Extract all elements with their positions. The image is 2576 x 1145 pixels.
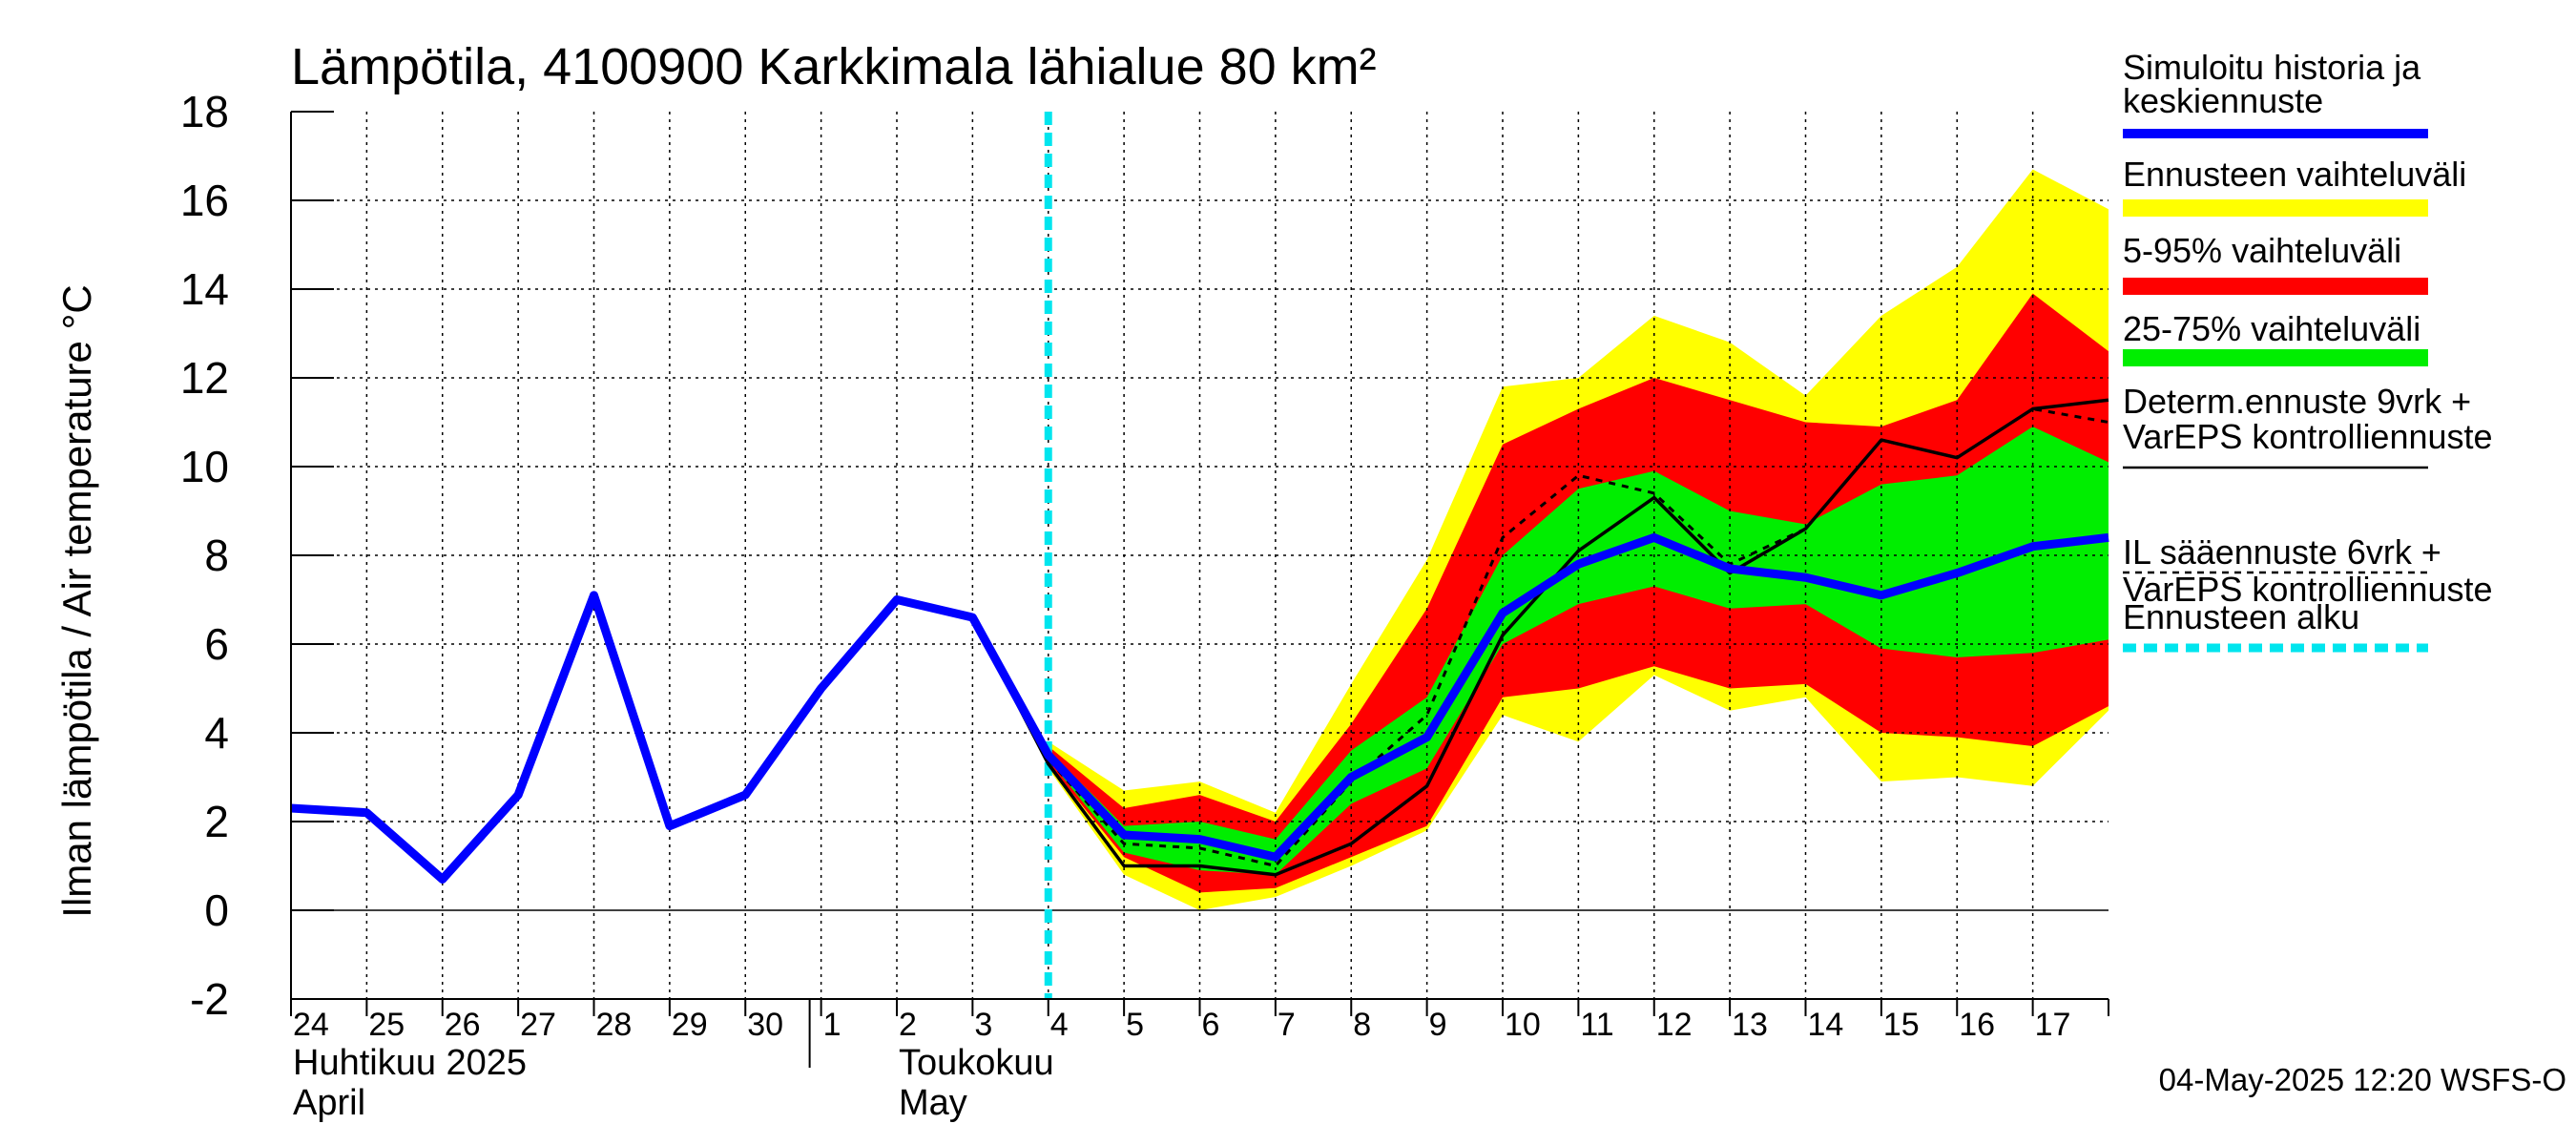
x-day-label: 30	[747, 1007, 783, 1043]
legend-label: IL sääennuste 6vrk +	[2123, 532, 2441, 572]
y-tick-label: 8	[204, 531, 229, 580]
x-month-label: Toukokuu	[899, 1043, 1054, 1083]
legend-label: 5-95% vaihteluväli	[2123, 231, 2401, 270]
x-day-label: 17	[2035, 1007, 2071, 1043]
x-day-label: 14	[1808, 1007, 1844, 1043]
x-day-label: 9	[1429, 1007, 1447, 1043]
series-lines	[290, 112, 2109, 999]
x-day-label: 15	[1883, 1007, 1920, 1043]
y-tick-label: 12	[180, 353, 229, 403]
x-day-label: 2	[899, 1007, 917, 1043]
x-month-label: Huhtikuu 2025	[293, 1043, 527, 1083]
y-tick-label: 0	[204, 885, 229, 935]
x-day-label: 10	[1505, 1007, 1541, 1043]
legend-label-line2: VarEPS kontrolliennuste	[2123, 417, 2493, 456]
band-25-75-vaihteluv-li	[1048, 427, 2109, 875]
x-day-label: 25	[368, 1007, 405, 1043]
x-day-label: 28	[596, 1007, 633, 1043]
x-day-label: 27	[520, 1007, 556, 1043]
x-day-label: 4	[1050, 1007, 1069, 1043]
x-day-label: 11	[1580, 1007, 1613, 1043]
x-month-label-en: May	[899, 1083, 967, 1123]
x-day-label: 24	[293, 1007, 329, 1043]
legend-label: Ennusteen alku	[2123, 597, 2359, 636]
x-day-label: 26	[445, 1007, 481, 1043]
x-day-label: 7	[1278, 1007, 1296, 1043]
y-tick-label: 6	[204, 619, 229, 669]
il-forecast-line	[896, 407, 2109, 867]
y-tick-label: 10	[180, 442, 229, 491]
y-tick-label: 18	[180, 87, 229, 136]
legend-label-line2: keskiennuste	[2123, 81, 2323, 120]
y-tick-label: 14	[180, 264, 229, 314]
y-tick-label: 16	[180, 176, 229, 225]
history-line	[290, 532, 2109, 884]
x-day-label: 3	[974, 1007, 992, 1043]
x-day-label: 29	[672, 1007, 708, 1043]
x-day-label: 6	[1202, 1007, 1220, 1043]
legend-label: Simuloitu historia ja	[2123, 48, 2421, 87]
footer-timestamp: 04-May-2025 12:20 WSFS-O	[2159, 1062, 2566, 1097]
y-tick-label: -2	[190, 974, 229, 1024]
x-day-label: 1	[823, 1007, 841, 1043]
x-day-label: 5	[1126, 1007, 1144, 1043]
chart-title: Lämpötila, 4100900 Karkkimala lähialue 8…	[291, 38, 1377, 95]
x-day-label: 12	[1656, 1007, 1693, 1043]
x-day-label: 8	[1353, 1007, 1371, 1043]
y-axis-label: Ilman lämpötila / Air temperature °C	[54, 284, 99, 917]
x-day-label: 13	[1732, 1007, 1768, 1043]
grid-lines	[291, 112, 2109, 999]
y-tick-label: 4	[204, 708, 229, 758]
legend-label: Ennusteen vaihteluväli	[2123, 155, 2466, 194]
legend-label: Determ.ennuste 9vrk +	[2123, 382, 2471, 421]
legend-label: 25-75% vaihteluväli	[2123, 309, 2420, 348]
x-day-label: 16	[1959, 1007, 1995, 1043]
legend-label-line2: VarEPS kontrolliennuste	[2123, 570, 2493, 609]
y-tick-label: 2	[204, 797, 229, 846]
x-month-label-en: April	[293, 1083, 365, 1123]
